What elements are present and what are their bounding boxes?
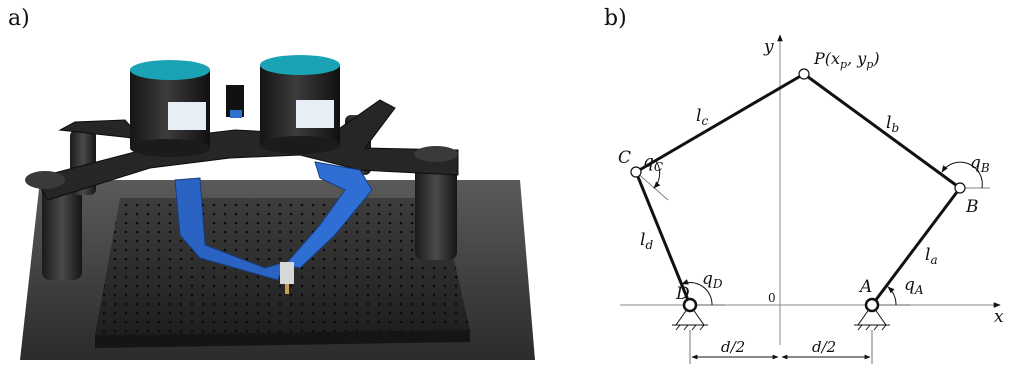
angle-b-label: qB: [970, 153, 990, 175]
point-b-label: B: [965, 197, 979, 217]
top-frame: [34, 99, 459, 201]
dimension-left-label: d/2: [721, 338, 745, 356]
link-c: [635, 72, 805, 174]
angle-arc-c: [653, 160, 661, 189]
dimension-right-label: d/2: [812, 338, 836, 356]
link-b-label: lb: [886, 113, 899, 135]
y-axis-label: y: [763, 37, 774, 57]
point-p-label: P(xp, yp): [813, 49, 880, 71]
link-a-label: la: [925, 245, 938, 267]
link-d: [634, 171, 692, 306]
frame-leg: [415, 155, 457, 260]
support-a: [854, 297, 890, 331]
angle-arc-d: [681, 279, 713, 306]
link-c-label: lc: [696, 106, 708, 128]
panel-a-label: a): [8, 6, 30, 31]
panel-b-label: b): [604, 6, 627, 31]
joint-p: [798, 68, 810, 80]
point-c-label: C: [618, 148, 631, 168]
angle-arc-a: [887, 286, 897, 306]
joint-c: [630, 166, 642, 178]
joint-b: [954, 182, 966, 194]
origin-label: 0: [768, 291, 776, 305]
angle-c-label: qC: [643, 152, 663, 174]
end-effector: [280, 262, 294, 284]
link-a: [870, 187, 962, 306]
angle-a-label: qA: [904, 275, 924, 297]
link-d-label: ld: [640, 230, 653, 252]
point-d-label: D: [675, 284, 690, 304]
support-d: [672, 297, 708, 331]
kinematic-diagram: x y 0 d/2 d/2 P(xp, yp) C B D: [618, 34, 1004, 364]
point-a-label: A: [858, 277, 872, 297]
robot-photo: [20, 55, 535, 360]
frame-leg: [42, 180, 82, 280]
x-axis-label: x: [994, 307, 1004, 327]
angle-arc-b: [941, 161, 983, 189]
link-b: [803, 72, 961, 190]
angle-d-label: qD: [702, 269, 723, 291]
